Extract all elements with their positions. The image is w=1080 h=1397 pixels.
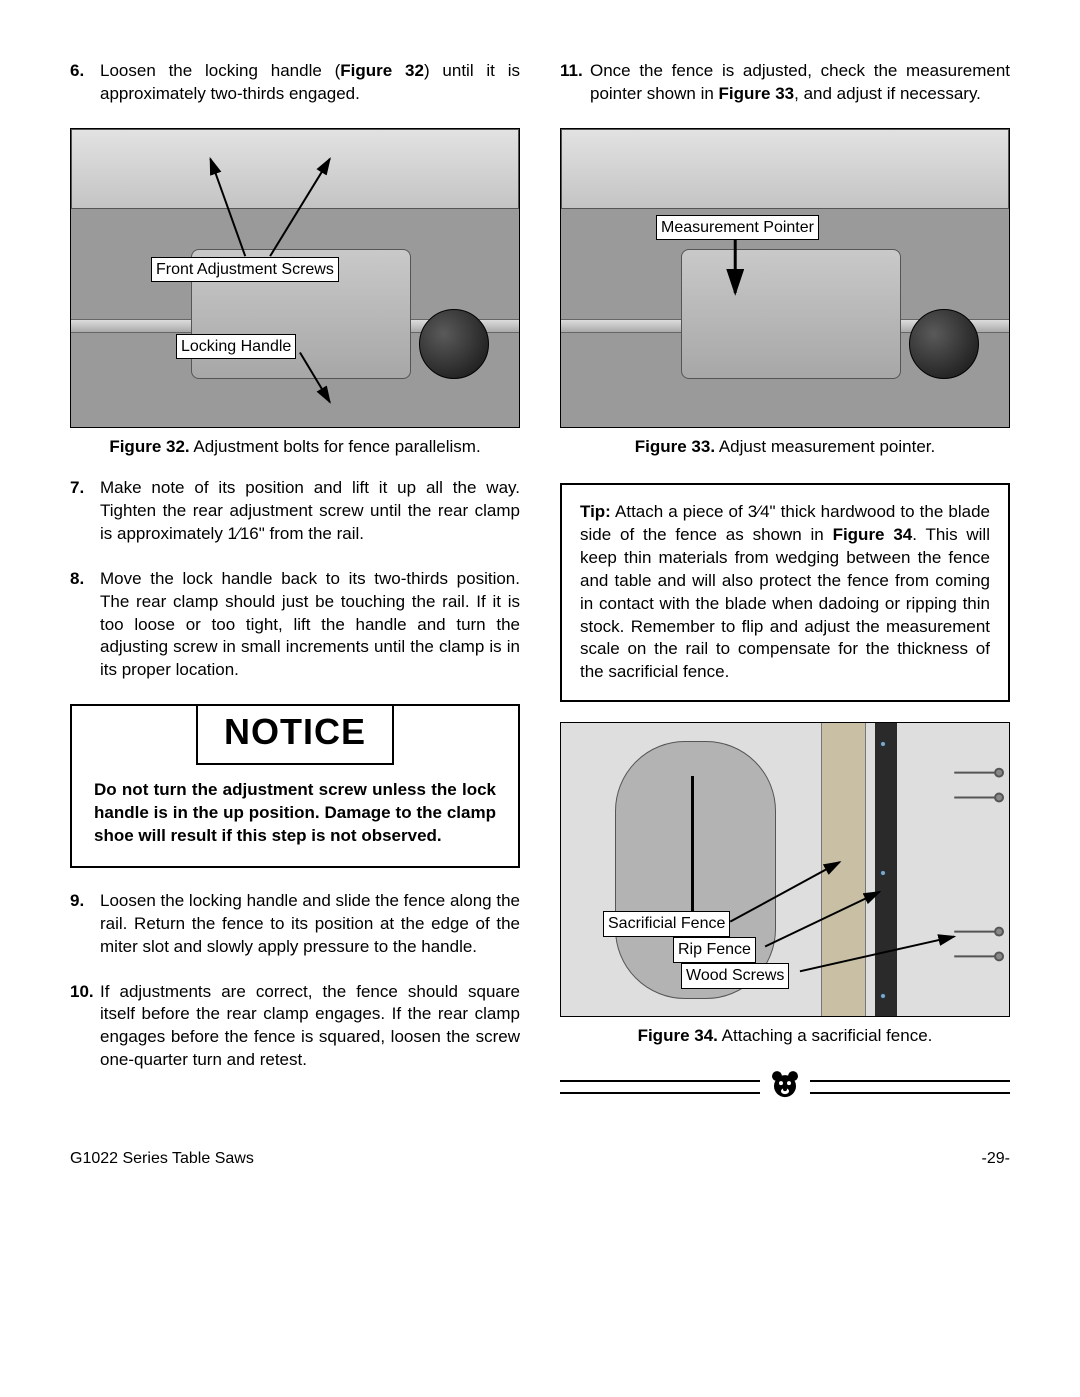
figure-34: Sacrificial Fence Rip Fence Wood Screws … bbox=[560, 722, 1010, 1048]
figure-32-label-handle: Locking Handle bbox=[176, 334, 296, 360]
step-number: 6. bbox=[70, 60, 100, 106]
step-text: Make note of its position and lift it up… bbox=[100, 477, 520, 546]
step-list-left-3: 9. Loosen the locking handle and slide t… bbox=[70, 890, 520, 1073]
figure-33-caption: Figure 33. Adjust measurement pointer. bbox=[560, 436, 1010, 459]
notice-header-wrap: NOTICE bbox=[94, 704, 496, 765]
figure-32-label-screws: Front Adjustment Screws bbox=[151, 257, 339, 283]
figure-34-label-sacrificial: Sacrificial Fence bbox=[603, 911, 730, 937]
figure-32: Front Adjustment Screws Locking Handle F… bbox=[70, 128, 520, 459]
two-column-layout: 6. Loosen the locking handle (Figure 32)… bbox=[70, 60, 1010, 1112]
figure-32-image: Front Adjustment Screws Locking Handle bbox=[70, 128, 520, 428]
step-text: Loosen the locking handle (Figure 32) un… bbox=[100, 60, 520, 106]
notice-header: NOTICE bbox=[196, 704, 394, 765]
tip-label: Tip: bbox=[580, 502, 611, 521]
left-column: 6. Loosen the locking handle (Figure 32)… bbox=[70, 60, 520, 1112]
figure-34-caption: Figure 34. Attaching a sacrificial fence… bbox=[560, 1025, 1010, 1048]
step-text: Once the fence is adjusted, check the me… bbox=[590, 60, 1010, 106]
step-11: 11. Once the fence is adjusted, check th… bbox=[560, 60, 1010, 106]
step-number: 11. bbox=[560, 60, 590, 106]
step-6: 6. Loosen the locking handle (Figure 32)… bbox=[70, 60, 520, 106]
notice-body: Do not turn the adjustment screw unless … bbox=[94, 779, 496, 848]
step-8: 8. Move the lock handle back to its two-… bbox=[70, 568, 520, 683]
right-column: 11. Once the fence is adjusted, check th… bbox=[560, 60, 1010, 1112]
step-number: 8. bbox=[70, 568, 100, 683]
step-7: 7. Make note of its position and lift it… bbox=[70, 477, 520, 546]
tip-box: Tip: Attach a piece of 3⁄4" thick hardwo… bbox=[560, 483, 1010, 703]
figure-33-label-pointer: Measurement Pointer bbox=[656, 215, 819, 241]
step-text: If adjustments are correct, the fence sh… bbox=[100, 981, 520, 1073]
figure-33-image: Measurement Pointer bbox=[560, 128, 1010, 428]
step-list-right: 11. Once the fence is adjusted, check th… bbox=[560, 60, 1010, 106]
step-list-left-2: 7. Make note of its position and lift it… bbox=[70, 477, 520, 683]
step-list-left: 6. Loosen the locking handle (Figure 32)… bbox=[70, 60, 520, 106]
footer-title: G1022 Series Table Saws bbox=[70, 1148, 254, 1170]
section-divider bbox=[560, 1066, 1010, 1112]
step-9: 9. Loosen the locking handle and slide t… bbox=[70, 890, 520, 959]
figure-34-label-ripfence: Rip Fence bbox=[673, 937, 756, 963]
notice-box: NOTICE Do not turn the adjustment screw … bbox=[70, 704, 520, 867]
step-10: 10. If adjustments are correct, the fenc… bbox=[70, 981, 520, 1073]
bear-icon bbox=[760, 1067, 810, 1111]
step-number: 7. bbox=[70, 477, 100, 546]
step-text: Loosen the locking handle and slide the … bbox=[100, 890, 520, 959]
figure-34-label-woodscrews: Wood Screws bbox=[681, 963, 789, 989]
page-footer: G1022 Series Table Saws -29- bbox=[70, 1148, 1010, 1170]
step-number: 9. bbox=[70, 890, 100, 959]
step-number: 10. bbox=[70, 981, 100, 1073]
figure-34-diagram: Sacrificial Fence Rip Fence Wood Screws bbox=[560, 722, 1010, 1017]
figure-32-caption: Figure 32. Adjustment bolts for fence pa… bbox=[70, 436, 520, 459]
footer-page-number: -29- bbox=[982, 1148, 1010, 1170]
figure-33: Measurement Pointer Figure 33. Adjust me… bbox=[560, 128, 1010, 459]
step-text: Move the lock handle back to its two-thi… bbox=[100, 568, 520, 683]
